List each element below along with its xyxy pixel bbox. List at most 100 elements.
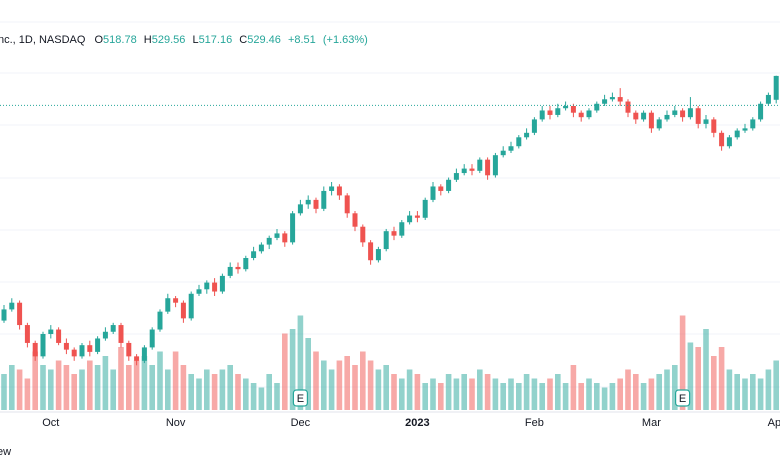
symbol: nc., 1D, NASDAQ [0, 34, 86, 46]
volume-bar [336, 360, 343, 410]
volume-bar [383, 365, 389, 410]
earnings-label: E [679, 393, 686, 405]
volume-bar [640, 383, 647, 410]
candle-body [438, 186, 444, 191]
candle-body [680, 110, 686, 118]
candle-body [446, 179, 452, 191]
volume-bar [625, 369, 631, 410]
candle-body [17, 302, 23, 326]
candle-body [352, 213, 358, 227]
candle-body [524, 132, 530, 138]
candle-body [609, 97, 615, 100]
candle-body [321, 190, 327, 209]
volume-bar [1, 374, 7, 410]
volume-bar [718, 347, 725, 410]
volume-bar [328, 369, 335, 410]
candle-body [258, 244, 264, 252]
volume-bar [523, 374, 530, 410]
volume-bar [344, 356, 350, 410]
volume-bar [9, 365, 15, 410]
candle-body [531, 119, 537, 133]
open-label: O [94, 34, 103, 46]
volume-bar [500, 383, 506, 410]
volume-bar [492, 378, 499, 410]
volume-bar [742, 378, 748, 410]
volume-bar [196, 378, 202, 410]
volume-bar [266, 374, 272, 410]
volume-bar [243, 378, 249, 410]
volume-bar [570, 365, 577, 410]
volume-bar [461, 374, 467, 410]
candle-body [430, 186, 436, 200]
close-label: C [239, 34, 247, 46]
volume-bar [594, 383, 600, 410]
candle-body [165, 298, 171, 312]
low-label: L [192, 34, 198, 46]
x-tick-label: Nov [166, 417, 186, 429]
earnings-marker: E [292, 389, 308, 407]
volume-bar [219, 369, 226, 410]
candle-body [695, 108, 701, 124]
volume-bar [305, 338, 311, 410]
volume-bar [360, 351, 366, 410]
candle-body [477, 159, 483, 171]
volume-bar [539, 383, 545, 410]
volume-bar [126, 365, 132, 410]
volume-bar [102, 356, 109, 410]
candle-body [547, 110, 553, 115]
grid [0, 21, 780, 388]
volume-bar [695, 347, 701, 410]
candle-body [407, 215, 413, 223]
volume-layer [1, 315, 779, 410]
low-value: 517.16 [199, 34, 233, 46]
candle-body [188, 293, 194, 319]
x-tick-label: Mar [642, 417, 661, 429]
earnings-badge [292, 389, 308, 407]
volume-bar [508, 378, 514, 410]
candle-body [453, 173, 459, 180]
volume-bar [726, 369, 733, 410]
volume-bar [118, 347, 124, 410]
candle-body [734, 130, 740, 138]
volume-bar [274, 383, 280, 410]
change: +8.51 [288, 34, 316, 46]
volume-bar [79, 369, 85, 410]
candle-body [672, 110, 678, 115]
volume-bar [562, 383, 569, 410]
candle-body [274, 233, 280, 238]
volume-bar [48, 369, 54, 410]
volume-bar [297, 315, 304, 410]
candle-body [492, 155, 498, 176]
candle-body [32, 342, 38, 357]
volume-bar [609, 383, 616, 410]
candle-body [586, 110, 592, 118]
volume-bar [516, 383, 522, 410]
header: nc., 1D, NASDAQ O518.78 H529.56 L517.16 … [0, 34, 368, 46]
x-tick-label: Dec [291, 417, 311, 429]
volume-bar [352, 365, 358, 410]
candle-body [243, 258, 249, 270]
candle-body [95, 338, 101, 352]
volume-bar [110, 369, 116, 410]
volume-bar [711, 356, 717, 410]
volume-bar [422, 383, 428, 410]
volume-bar [165, 369, 171, 410]
candle-body [219, 275, 225, 292]
candle-body [110, 325, 116, 332]
volume-bar [204, 369, 210, 410]
candle-body [633, 112, 639, 120]
earnings-label: E [297, 393, 304, 405]
volume-bar [313, 351, 319, 410]
candle-body [227, 266, 233, 276]
candle-body [508, 146, 514, 151]
volume-bar [180, 365, 187, 410]
candle-body [516, 137, 522, 147]
candle-body [687, 108, 693, 118]
volume-bar [211, 374, 218, 410]
candle-body [40, 334, 46, 357]
candle-layer [1, 75, 779, 366]
volume-bar [141, 356, 148, 410]
candle-body [578, 112, 584, 118]
candle-body [570, 106, 576, 113]
